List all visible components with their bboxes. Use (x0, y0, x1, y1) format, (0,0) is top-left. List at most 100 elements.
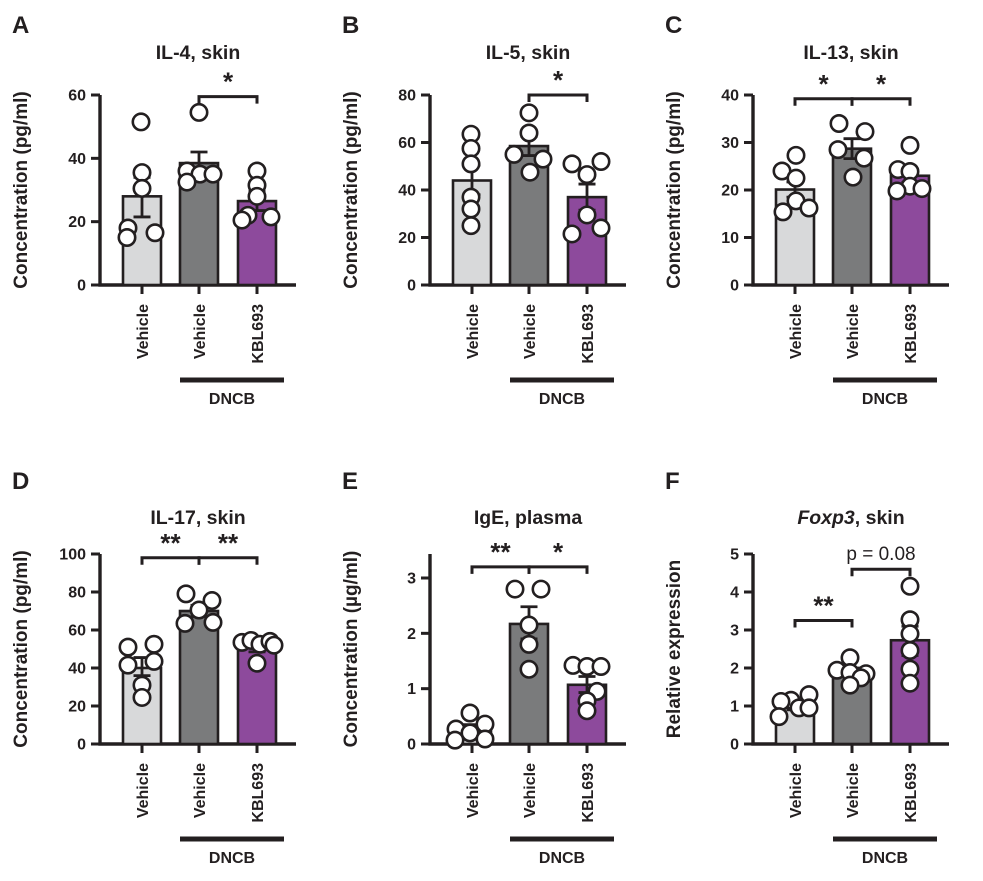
data-point (577, 205, 597, 225)
data-point (203, 164, 223, 184)
x-tick-label: KBL693 (903, 304, 920, 364)
significance-label: ** (813, 591, 834, 621)
chart-title: IL-17, skin (150, 507, 245, 529)
data-point (461, 154, 481, 174)
y-axis-label: Concentration (pg/ml) (11, 550, 32, 747)
x-tick-label: KBL693 (250, 763, 267, 823)
significance-label: ** (218, 528, 239, 558)
panel-letter: E (342, 468, 358, 495)
y-tick-label: 80 (68, 585, 86, 602)
dncb-group-label: DNCB (539, 850, 585, 867)
data-point (460, 703, 480, 723)
y-tick-label: 0 (407, 278, 416, 295)
data-point (900, 135, 920, 155)
data-point (247, 186, 267, 206)
data-point (786, 145, 806, 165)
data-point (829, 114, 849, 134)
significance-bracket (527, 565, 589, 574)
x-tick-label: Vehicle (135, 763, 152, 818)
data-point (900, 641, 920, 661)
panel-c-chart: C IL-13, skin Concentration (pg/ml) 0 10 20 30… (664, 12, 949, 408)
data-point (562, 224, 582, 244)
dncb-group-label: DNCB (209, 391, 255, 408)
significance-label: * (553, 537, 564, 567)
y-axis-label: Concentration (pg/ml) (11, 91, 32, 288)
data-point (828, 140, 848, 160)
y-tick-label: 20 (721, 183, 739, 200)
x-tick-label: KBL693 (580, 304, 597, 364)
data-point (786, 168, 806, 188)
y-tick-label: 20 (68, 214, 86, 231)
data-point (203, 612, 223, 632)
data-point (519, 615, 539, 635)
x-tick-label: Vehicle (192, 304, 209, 359)
y-tick-label: 40 (68, 661, 86, 678)
x-tick-label: Vehicle (465, 763, 482, 818)
significance-label: * (553, 65, 564, 95)
y-tick-label: 3 (730, 623, 739, 640)
y-tick-label: 40 (68, 151, 86, 168)
data-point (900, 576, 920, 596)
panel-letter: A (12, 12, 29, 39)
data-point (232, 210, 252, 230)
panel-letter: D (12, 468, 29, 495)
x-tick-label: Vehicle (845, 304, 862, 359)
data-point (132, 178, 152, 198)
data-point (577, 165, 597, 185)
data-point (520, 162, 540, 182)
significance-bracket (527, 93, 589, 102)
data-point (175, 613, 195, 633)
data-point (887, 181, 907, 201)
significance-label: * (223, 67, 234, 97)
data-point (461, 199, 481, 219)
significance-label: p = 0.08 (846, 544, 915, 565)
y-axis-label: Relative expression (664, 560, 685, 738)
data-point (591, 657, 611, 677)
data-point (519, 634, 539, 654)
data-point (118, 637, 138, 657)
significance-label: ** (490, 537, 511, 567)
data-point (144, 634, 164, 654)
y-tick-label: 1 (730, 699, 739, 716)
data-point (562, 154, 582, 174)
data-point (264, 635, 284, 655)
data-point (461, 138, 481, 158)
significance-bracket (197, 556, 259, 565)
data-point (591, 152, 611, 172)
significance-bracket (197, 95, 259, 104)
data-point (132, 163, 152, 183)
x-tick-label: Vehicle (522, 304, 539, 359)
data-point (118, 655, 138, 675)
panel-e-chart: E IgE, plasma Concentration (µg/ml) 0 1 2 3 Veh… (341, 468, 626, 867)
dncb-group-label: DNCB (539, 391, 585, 408)
y-tick-label: 60 (68, 623, 86, 640)
significance-bracket (793, 619, 854, 628)
data-point (591, 218, 611, 238)
data-point (145, 223, 165, 243)
y-tick-label: 2 (407, 626, 416, 643)
y-axis-label: Concentration (µg/ml) (341, 551, 362, 748)
chart-title: IL-4, skin (156, 42, 241, 64)
data-point (475, 729, 495, 749)
panel-b-chart: B IL-5, skin Concentration (pg/ml) 0 20 40 60 8… (341, 12, 626, 408)
significance-label: * (818, 69, 829, 99)
y-axis-label: Concentration (pg/ml) (664, 91, 685, 288)
significance-bracket (850, 567, 912, 577)
data-point (132, 687, 152, 707)
chart-title: Foxp3, skin (797, 507, 904, 529)
y-tick-label: 40 (721, 88, 739, 105)
y-tick-label: 0 (730, 278, 739, 295)
data-point (247, 653, 267, 673)
data-point (504, 144, 524, 164)
data-point (519, 659, 539, 679)
y-tick-label: 40 (398, 183, 416, 200)
data-point (445, 730, 465, 750)
y-tick-label: 1 (407, 681, 416, 698)
chart-title: IgE, plasma (474, 507, 583, 529)
data-point (461, 216, 481, 236)
data-point (771, 691, 791, 711)
data-point (189, 600, 209, 620)
data-point (773, 202, 793, 222)
significance-bracket (850, 97, 912, 106)
y-tick-label: 10 (721, 230, 739, 247)
